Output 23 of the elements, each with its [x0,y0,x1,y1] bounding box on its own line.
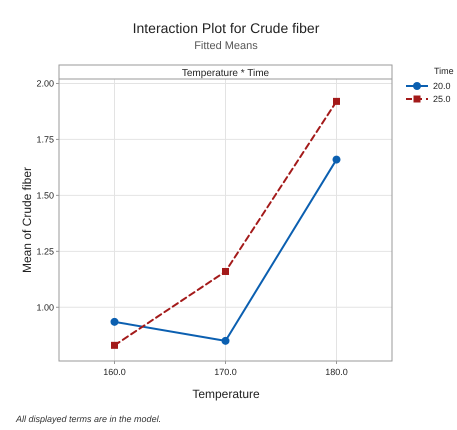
point [111,342,118,349]
y-axis-title: Mean of Crude fiber [20,166,34,274]
y-tick-label: 1.25 [36,246,54,256]
point [222,336,230,345]
point [332,156,340,164]
legend-label: 20.0 [433,81,451,91]
legend-title: Time [434,66,454,76]
x-tick-label: 180.0 [325,367,348,377]
text: All displayed terms are in the model. [15,414,162,424]
y-tick-label: 2.00 [36,78,54,88]
chart-subtitle: Fitted Means [194,40,258,52]
y-tick-label: 1.75 [36,134,54,144]
x-axis-title: Temperature [192,387,260,401]
legend-label: 25.0 [433,94,451,104]
point [333,98,340,105]
y-tick-label: 1.50 [36,190,54,200]
point [110,318,118,326]
y-tick-label: 1.00 [36,302,54,312]
point [222,268,229,275]
x-tick-label: 170.0 [214,367,237,377]
chart-title: Interaction Plot for Crude fiber [132,20,320,36]
annotation: Temperature * Time [182,68,270,79]
x-tick-label: 160.0 [103,367,126,377]
